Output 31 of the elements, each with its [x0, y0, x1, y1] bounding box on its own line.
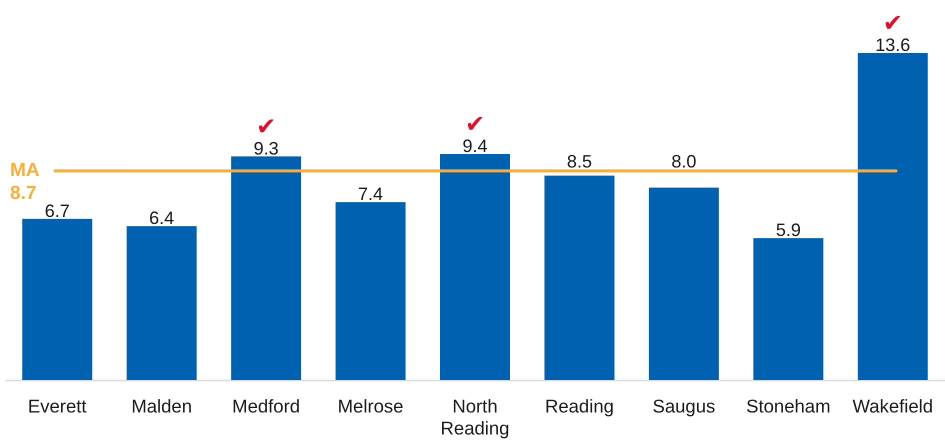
bar: [22, 218, 92, 380]
bar: [231, 156, 302, 380]
annotation: ✔: [256, 112, 276, 140]
ref-line-label: MA 8.7: [10, 160, 40, 204]
data-label: 8.0: [671, 151, 696, 172]
bar: [126, 226, 197, 380]
x-tick-label: Wakefield: [852, 396, 934, 416]
x-tick-label: North Reading: [440, 396, 510, 438]
data-label: 9.4: [462, 136, 488, 156]
bar: [753, 238, 824, 380]
bar: [544, 176, 614, 380]
x-tick-label: Reading: [544, 396, 614, 416]
x-tick-label: Saugus: [652, 396, 716, 416]
x-tick-label: Medford: [232, 396, 300, 416]
bar: [336, 202, 406, 380]
bar: [440, 154, 510, 380]
data-label: 6.4: [149, 208, 174, 228]
data-label: 7.4: [358, 184, 384, 204]
data-label: 13.6: [875, 35, 910, 55]
data-label: 5.9: [776, 220, 801, 240]
annotation: ✔: [464, 110, 486, 138]
bar: [858, 53, 928, 380]
x-tick-label: Stoneham: [746, 396, 831, 416]
data-label: 8.5: [566, 151, 592, 172]
x-tick-label: Melrose: [338, 396, 404, 416]
x-tick-label: Malden: [131, 396, 192, 416]
data-label: 9.3: [254, 138, 279, 158]
annotation: ✔: [882, 9, 903, 37]
data-label: 6.7: [44, 200, 70, 221]
x-tick-label: Everett: [28, 396, 87, 416]
bar: [648, 188, 719, 380]
